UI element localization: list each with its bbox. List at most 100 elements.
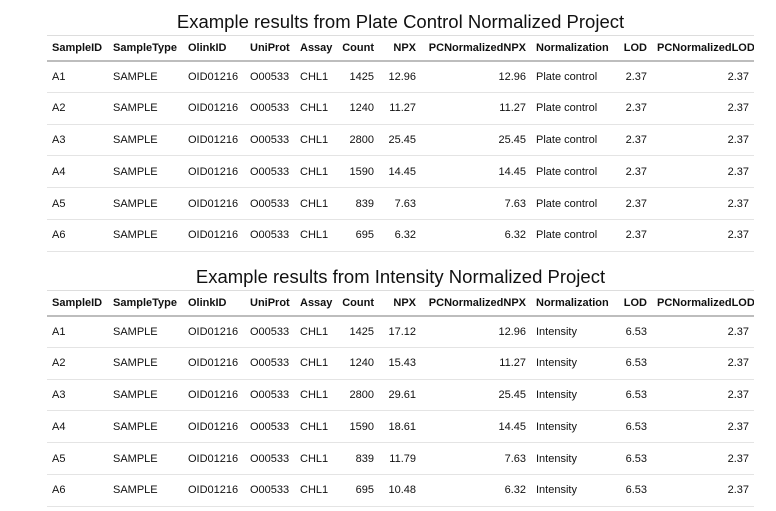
table-row: A4 SAMPLE OID01216 O00533 CHL1 1590 14.45 14.45… bbox=[47, 156, 754, 188]
cell-count: 2800 bbox=[349, 388, 374, 401]
col-header-pcnormalizedlod: PCNormalizedLOD bbox=[657, 296, 754, 309]
table-row: A5 SAMPLE OID01216 O00533 CHL1 839 7.63 7.63 Pla… bbox=[47, 188, 754, 220]
cell-normalization: Intensity bbox=[536, 420, 577, 433]
col-header-pcnormalizednpx: PCNormalizedNPX bbox=[428, 296, 526, 309]
cell-sampleid: A6 bbox=[52, 229, 66, 242]
cell-pcnormalizedlod: 2.37 bbox=[727, 229, 749, 242]
cell-count: 1590 bbox=[349, 420, 374, 433]
cell-assay: CHL1 bbox=[300, 133, 329, 146]
col-header-sampleid: SampleID bbox=[52, 41, 103, 54]
cell-pcnormalizedlod: 2.37 bbox=[727, 484, 749, 497]
col-header-sampleid: SampleID bbox=[52, 296, 103, 309]
col-header-pcnormalizedlod: PCNormalizedLOD bbox=[657, 41, 754, 54]
cell-pcnormalizedlod: 2.37 bbox=[727, 133, 749, 146]
cell-olinkid: OID01216 bbox=[188, 484, 239, 497]
cell-sampletype: SAMPLE bbox=[113, 229, 158, 242]
cell-normalization: Plate control bbox=[536, 102, 598, 115]
cell-sampleid: A3 bbox=[52, 133, 66, 146]
cell-pcnormalizednpx: 6.32 bbox=[504, 484, 526, 497]
table-row: A4 SAMPLE OID01216 O00533 CHL1 1590 18.61 14.45… bbox=[47, 411, 754, 443]
table-row: A2 SAMPLE OID01216 O00533 CHL1 1240 15.43 11.27… bbox=[47, 347, 754, 380]
cell-pcnormalizednpx: 6.32 bbox=[504, 229, 526, 242]
cell-sampleid: A4 bbox=[52, 420, 66, 433]
col-header-assay: Assay bbox=[300, 296, 333, 309]
cell-pcnormalizednpx: 14.45 bbox=[498, 420, 526, 433]
cell-uniprot: O00533 bbox=[250, 229, 290, 242]
cell-pcnormalizednpx: 7.63 bbox=[504, 452, 526, 465]
table-row: A1 SAMPLE OID01216 O00533 CHL1 1425 12.96 12.96… bbox=[47, 61, 754, 93]
cell-assay: CHL1 bbox=[300, 357, 329, 370]
cell-pcnormalizedlod: 2.37 bbox=[727, 325, 749, 338]
cell-sampletype: SAMPLE bbox=[113, 325, 158, 338]
cell-count: 695 bbox=[355, 229, 374, 242]
cell-pcnormalizednpx: 25.45 bbox=[498, 133, 526, 146]
cell-uniprot: O00533 bbox=[250, 133, 290, 146]
cell-uniprot: O00533 bbox=[250, 388, 290, 401]
table-row: A1 SAMPLE OID01216 O00533 CHL1 1425 17.12 12.96… bbox=[47, 316, 754, 348]
cell-assay: CHL1 bbox=[300, 197, 329, 210]
col-header-lod: LOD bbox=[623, 41, 647, 54]
cell-npx: 11.79 bbox=[389, 452, 416, 465]
cell-assay: CHL1 bbox=[300, 452, 329, 465]
cell-normalization: Intensity bbox=[536, 325, 577, 338]
cell-count: 1590 bbox=[349, 165, 374, 178]
cell-lod: 6.53 bbox=[625, 452, 647, 465]
cell-pcnormalizednpx: 7.63 bbox=[504, 197, 526, 210]
cell-sampletype: SAMPLE bbox=[113, 70, 158, 83]
cell-count: 1425 bbox=[349, 325, 374, 338]
col-header-npx: NPX bbox=[393, 41, 416, 54]
col-header-count: Count bbox=[342, 41, 374, 54]
cell-count: 839 bbox=[355, 197, 374, 210]
plate-control-results: Example results from Plate Control Norma… bbox=[47, 8, 754, 252]
cell-normalization: Plate control bbox=[536, 133, 598, 146]
cell-pcnormalizedlod: 2.37 bbox=[727, 357, 749, 370]
cell-npx: 14.45 bbox=[388, 165, 416, 178]
cell-sampleid: A4 bbox=[52, 165, 66, 178]
col-header-sampletype: SampleType bbox=[113, 296, 177, 309]
cell-uniprot: O00533 bbox=[250, 420, 290, 433]
cell-normalization: Intensity bbox=[536, 357, 577, 370]
cell-sampleid: A2 bbox=[52, 357, 66, 370]
cell-assay: CHL1 bbox=[300, 484, 329, 497]
table-body: A1 SAMPLE OID01216 O00533 CHL1 1425 12.96 12.96… bbox=[47, 61, 754, 252]
cell-npx: 15.43 bbox=[388, 357, 416, 370]
cell-sampleid: A5 bbox=[52, 197, 66, 210]
cell-normalization: Intensity bbox=[536, 484, 577, 497]
cell-olinkid: OID01216 bbox=[188, 133, 239, 146]
col-header-uniprot: UniProt bbox=[250, 41, 290, 54]
table-caption: Example results from Intensity Normalize… bbox=[195, 266, 606, 287]
cell-sampleid: A1 bbox=[52, 325, 66, 338]
cell-uniprot: O00533 bbox=[250, 197, 290, 210]
header-row: SampleID SampleType OlinkID UniProt Assa… bbox=[47, 35, 754, 61]
cell-lod: 2.37 bbox=[625, 165, 647, 178]
cell-sampletype: SAMPLE bbox=[113, 165, 158, 178]
header-row: SampleID SampleType OlinkID UniProt Assa… bbox=[47, 290, 754, 316]
cell-count: 1240 bbox=[349, 357, 374, 370]
table-caption: Example results from Plate Control Norma… bbox=[176, 11, 625, 32]
cell-assay: CHL1 bbox=[300, 325, 329, 338]
table-row: A3 SAMPLE OID01216 O00533 CHL1 2800 25.45 25.45… bbox=[47, 124, 754, 156]
cell-normalization: Plate control bbox=[536, 229, 598, 242]
cell-npx: 12.96 bbox=[388, 70, 416, 83]
cell-sampleid: A3 bbox=[52, 388, 66, 401]
intensity-table: SampleID SampleType OlinkID UniProt Assa… bbox=[47, 290, 754, 507]
col-header-pcnormalizednpx: PCNormalizedNPX bbox=[428, 41, 526, 54]
col-header-lod: LOD bbox=[623, 296, 647, 309]
cell-olinkid: OID01216 bbox=[188, 325, 239, 338]
cell-count: 1240 bbox=[349, 102, 374, 115]
cell-sampletype: SAMPLE bbox=[113, 484, 158, 497]
cell-normalization: Intensity bbox=[536, 388, 577, 401]
cell-assay: CHL1 bbox=[300, 102, 329, 115]
plate-control-table: SampleID SampleType OlinkID UniProt Assa… bbox=[47, 35, 754, 252]
cell-pcnormalizedlod: 2.37 bbox=[727, 165, 749, 178]
col-header-sampletype: SampleType bbox=[113, 41, 177, 54]
cell-assay: CHL1 bbox=[300, 388, 329, 401]
cell-lod: 6.53 bbox=[625, 325, 647, 338]
cell-npx: 11.27 bbox=[389, 102, 416, 115]
table-row: A6 SAMPLE OID01216 O00533 CHL1 695 10.48 6.32 In… bbox=[47, 474, 754, 507]
cell-sampletype: SAMPLE bbox=[113, 197, 158, 210]
cell-olinkid: OID01216 bbox=[188, 165, 239, 178]
col-header-assay: Assay bbox=[300, 41, 333, 54]
cell-pcnormalizedlod: 2.37 bbox=[727, 452, 749, 465]
cell-npx: 25.45 bbox=[388, 133, 416, 146]
